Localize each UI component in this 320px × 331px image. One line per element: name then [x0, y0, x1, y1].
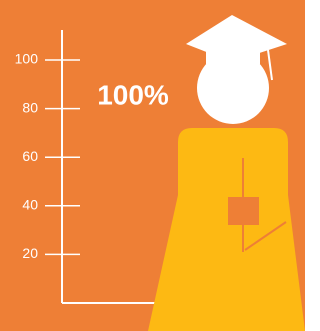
y-tick-label: 60: [22, 148, 38, 164]
hat-band: [206, 44, 260, 64]
chart: 20 40 60 80 100 100%: [0, 0, 305, 331]
tie-knot: [228, 197, 259, 225]
y-tick-label: 20: [22, 245, 38, 261]
value-label: 100%: [97, 79, 169, 110]
y-tick-label: 100: [15, 51, 39, 67]
y-tick-label: 40: [22, 197, 38, 213]
y-tick-label: 80: [22, 99, 38, 115]
